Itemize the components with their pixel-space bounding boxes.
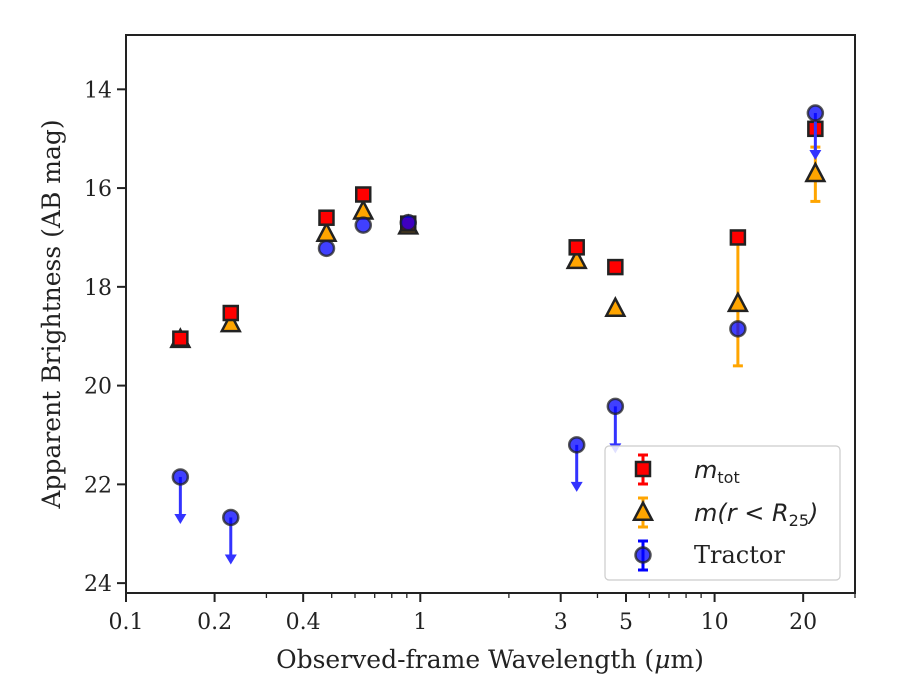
y-tick-label: 20 [84, 375, 112, 400]
y-tick-label: 22 [84, 473, 112, 498]
legend: mtot m(r < R25) Tractor [604, 445, 841, 581]
marker-tractor [222, 508, 240, 527]
data-point-tractor [729, 320, 747, 338]
data-point-tractor [354, 216, 373, 234]
legend-entry-mtot: mtot [694, 456, 740, 487]
upper-limit-arrow-head [224, 554, 237, 565]
data-point-mtot [318, 209, 335, 226]
marker-mtot [568, 239, 585, 256]
data-point-mtot [607, 258, 624, 276]
data-point-mr25 [565, 248, 588, 270]
data-point-mr25 [604, 296, 627, 318]
x-tick-label: 0.4 [286, 610, 321, 635]
marker-tractor [171, 468, 190, 486]
data-point-mtot [172, 330, 189, 347]
plot-area [169, 104, 827, 565]
upper-limit-arrow-head [809, 150, 822, 161]
x-tick-label: 0.1 [109, 610, 144, 635]
marker-mr25 [604, 296, 627, 318]
legend-box [604, 445, 841, 581]
marker-mr25 [804, 161, 827, 183]
data-point-tractor [171, 468, 190, 524]
legend-entry-mr25: m(r < R25) [694, 499, 818, 530]
x-tick-label: 20 [789, 610, 817, 635]
marker-mtot [222, 304, 240, 322]
plot-frame [125, 34, 856, 594]
marker-mtot [318, 209, 335, 226]
data-point-mr25 [352, 198, 375, 220]
x-tick-label: 1 [413, 610, 427, 635]
x-tick-label: 10 [701, 610, 729, 635]
upper-limit-arrow-head [174, 513, 187, 524]
marker-mr25 [219, 311, 242, 333]
marker-mr25 [315, 220, 338, 243]
x-axis-label: Observed-frame Wavelength (μm) [276, 645, 704, 674]
marker-mtot [172, 330, 189, 347]
y-tick-label: 24 [84, 572, 112, 597]
data-point-mr25 [804, 145, 827, 203]
marker-mr25 [352, 198, 375, 220]
marker-tractor [399, 213, 417, 232]
data-point-mtot [568, 239, 585, 256]
marker-tractor [317, 239, 336, 258]
data-point-tractor [806, 104, 825, 161]
marker-mr25 [565, 248, 588, 270]
marker-mtot [729, 229, 747, 246]
y-tick-label: 18 [84, 276, 112, 301]
marker-mtot [355, 186, 372, 203]
marker-mr25 [726, 291, 749, 313]
upper-limit-arrow-head [570, 481, 583, 492]
data-point-tractor [317, 239, 336, 258]
data-point-mr25 [219, 311, 242, 333]
y-axis-label: Apparent Brightness (AB mag) [37, 119, 66, 509]
legend-entry-tractor: Tractor [694, 541, 785, 569]
data-point-tractor [222, 508, 240, 565]
marker-tractor [354, 216, 373, 234]
y-tick-label: 14 [84, 78, 112, 103]
marker-tractor [806, 104, 825, 122]
data-point-tractor [567, 436, 586, 492]
legend-marker-mtot [634, 460, 652, 478]
data-point-mr25 [726, 240, 749, 368]
marker-tractor [606, 397, 625, 416]
marker-tractor [567, 436, 586, 454]
data-point-tractor [606, 397, 625, 454]
data-point-tractor [399, 213, 417, 232]
x-tick-label: 3 [554, 610, 568, 635]
marker-tractor [729, 320, 747, 338]
x-tick-label: 0.2 [197, 610, 232, 635]
y-tick-label: 16 [84, 177, 112, 202]
marker-mtot [607, 258, 624, 276]
data-point-mtot [355, 186, 372, 203]
x-tick-label: 5 [619, 610, 633, 635]
data-point-mr25 [315, 220, 338, 243]
legend-marker-mr25 [631, 499, 655, 521]
legend-markers [631, 453, 655, 572]
legend-marker-tractor [634, 546, 652, 564]
data-point-mtot [222, 304, 240, 322]
axis-ticks: 0.1 0.2 0.4 1 3 5 10 20 14 16 18 20 22 24 [84, 78, 856, 635]
data-point-mtot [729, 229, 747, 246]
